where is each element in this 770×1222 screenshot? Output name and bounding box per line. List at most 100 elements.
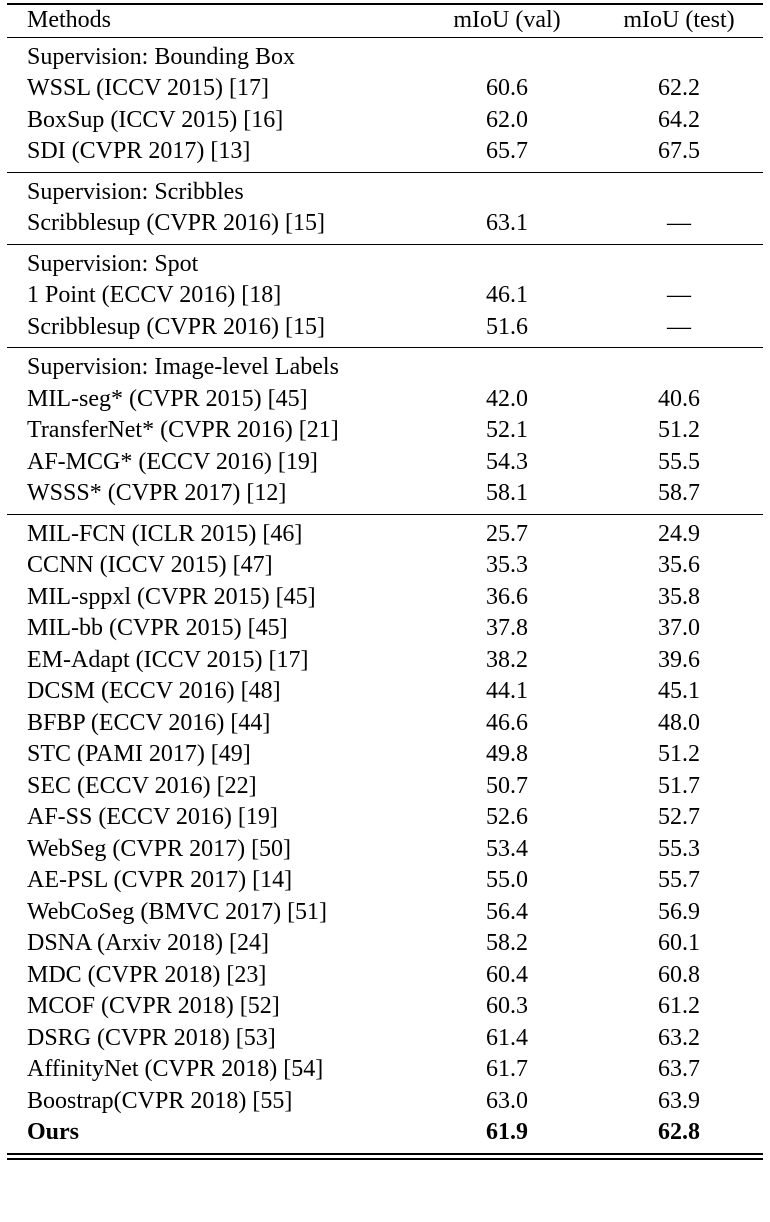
method-cell: Boostrap(CVPR 2018) [55]	[27, 1087, 293, 1114]
method-cell: AF-SS (ECCV 2016) [19]	[27, 804, 278, 830]
val-cell: 61.7	[486, 1056, 528, 1082]
header-test: mIoU (test)	[623, 7, 735, 33]
table-row: BoxSup (ICCV 2015) [16] 62.0 64.2	[7, 105, 763, 137]
method-cell: MIL-sppxl (CVPR 2015) [45]	[27, 583, 316, 610]
val-cell: 62.0	[486, 106, 528, 133]
val-cell: 60.3	[486, 993, 528, 1019]
val-cell: 60.4	[486, 961, 528, 988]
table-row: MIL-sppxl (CVPR 2015) [45] 36.6 35.8	[7, 582, 763, 614]
method-cell: AffinityNet (CVPR 2018) [54]	[27, 1056, 324, 1082]
method-cell: MIL-seg* (CVPR 2015) [45]	[27, 385, 308, 412]
section-title-row: Supervision: Scribbles	[7, 177, 763, 209]
table-section: Supervision: Image-level Labels MIL-seg* …	[7, 348, 763, 514]
table-row: DSNA (Arxiv 2018) [24] 58.2 60.1	[7, 928, 763, 960]
table-row: MDC (CVPR 2018) [23] 60.4 60.8	[7, 960, 763, 992]
test-cell: 51.2	[658, 741, 700, 767]
method-cell: BFBP (ECCV 2016) [44]	[27, 709, 271, 736]
method-cell: CCNN (ICCV 2015) [47]	[27, 552, 273, 578]
section-title-row: Supervision: Image-level Labels	[7, 352, 763, 384]
table-row: MIL-FCN (ICLR 2015) [46] 25.7 24.9	[7, 519, 763, 551]
table-row: Scribblesup (CVPR 2016) [15] 63.1 —	[7, 208, 763, 240]
test-cell: 63.2	[658, 1024, 700, 1051]
method-cell: 1 Point (ECCV 2016) [18]	[27, 282, 282, 308]
table-row: EM-Adapt (ICCV 2015) [17] 38.2 39.6	[7, 645, 763, 677]
method-cell: WebCoSeg (BMVC 2017) [51]	[27, 898, 328, 925]
header-methods: Methods	[27, 7, 111, 33]
header-row: Methods mIoU (val) mIoU (test)	[7, 5, 763, 37]
method-cell: MIL-bb (CVPR 2015) [45]	[27, 615, 288, 641]
method-cell: WebSeg (CVPR 2017) [50]	[27, 835, 292, 862]
method-cell: Scribblesup (CVPR 2016) [15]	[27, 313, 325, 340]
test-cell: 35.8	[658, 583, 700, 610]
method-cell: STC (PAMI 2017) [49]	[27, 741, 251, 767]
method-cell: MCOF (CVPR 2018) [52]	[27, 993, 280, 1019]
test-cell: 39.6	[658, 646, 700, 673]
test-cell: 63.7	[658, 1056, 700, 1082]
val-cell: 56.4	[486, 898, 528, 925]
method-cell: BoxSup (ICCV 2015) [16]	[27, 106, 284, 133]
test-cell: 56.9	[658, 898, 700, 925]
section-title: Supervision: Scribbles	[27, 178, 244, 205]
val-cell: 51.6	[486, 313, 528, 340]
val-cell: 61.4	[486, 1024, 528, 1051]
table-row: STC (PAMI 2017) [49] 49.8 51.2	[7, 739, 763, 771]
val-cell: 50.7	[486, 772, 528, 799]
test-cell: 40.6	[658, 385, 700, 412]
table-section: Supervision: Bounding Box WSSL (ICCV 2015…	[7, 38, 763, 172]
table-section: MIL-FCN (ICLR 2015) [46] 25.7 24.9 CCNN (IC…	[7, 515, 763, 1153]
test-cell: 51.7	[658, 772, 700, 799]
table-row: MCOF (CVPR 2018) [52] 60.3 61.2	[7, 991, 763, 1023]
test-cell: 60.8	[658, 961, 700, 988]
val-cell: 36.6	[486, 583, 528, 610]
table-body: Supervision: Bounding Box WSSL (ICCV 2015…	[7, 38, 763, 1160]
table-row: WebCoSeg (BMVC 2017) [51] 56.4 56.9	[7, 897, 763, 929]
section-rule	[7, 513, 763, 515]
method-cell: AE-PSL (CVPR 2017) [14]	[27, 867, 293, 893]
top-rule	[7, 3, 763, 5]
table-section: Supervision: Spot 1 Point (ECCV 2016) [18…	[7, 245, 763, 348]
test-cell: 51.2	[658, 417, 700, 443]
header-rule	[7, 36, 763, 38]
val-cell: 65.7	[486, 138, 528, 164]
section-rule	[7, 171, 763, 173]
val-cell: 58.2	[486, 930, 528, 956]
test-cell: 55.5	[658, 448, 700, 475]
test-cell: 63.9	[658, 1087, 700, 1114]
bottom-rule-double	[7, 1157, 763, 1160]
table-row: WSSL (ICCV 2015) [17] 60.6 62.2	[7, 73, 763, 105]
val-cell: 44.1	[486, 678, 528, 704]
header-val: mIoU (val)	[453, 7, 561, 33]
table-row: CCNN (ICCV 2015) [47] 35.3 35.6	[7, 550, 763, 582]
val-cell: 38.2	[486, 646, 528, 673]
val-cell: 53.4	[486, 835, 528, 862]
table-row: AF-MCG* (ECCV 2016) [19] 54.3 55.5	[7, 447, 763, 479]
test-cell: 37.0	[658, 615, 700, 641]
val-cell: 52.6	[486, 804, 528, 830]
val-cell: 60.6	[486, 75, 528, 101]
method-cell: AF-MCG* (ECCV 2016) [19]	[27, 448, 318, 475]
val-cell: 58.1	[486, 480, 528, 506]
test-cell: 64.2	[658, 106, 700, 133]
val-cell: 46.1	[486, 282, 528, 308]
method-cell: MIL-FCN (ICLR 2015) [46]	[27, 520, 303, 547]
method-cell: TransferNet* (CVPR 2016) [21]	[27, 417, 339, 443]
table-row: AE-PSL (CVPR 2017) [14] 55.0 55.7	[7, 865, 763, 897]
test-cell: 67.5	[658, 138, 700, 164]
method-cell: DSNA (Arxiv 2018) [24]	[27, 930, 269, 956]
val-cell: 61.9	[486, 1119, 528, 1145]
val-cell: 63.0	[486, 1087, 528, 1114]
table-row: AF-SS (ECCV 2016) [19] 52.6 52.7	[7, 802, 763, 834]
method-cell: MDC (CVPR 2018) [23]	[27, 961, 267, 988]
test-cell: 58.7	[658, 480, 700, 506]
test-cell: 48.0	[658, 709, 700, 736]
test-cell: 60.1	[658, 930, 700, 956]
test-cell: 62.8	[658, 1119, 700, 1145]
table-row: WSSS* (CVPR 2017) [12] 58.1 58.7	[7, 478, 763, 510]
section-title-row: Supervision: Spot	[7, 249, 763, 281]
table-row: SEC (ECCV 2016) [22] 50.7 51.7	[7, 771, 763, 803]
table-row: MIL-bb (CVPR 2015) [45] 37.8 37.0	[7, 613, 763, 645]
table-row: DCSM (ECCV 2016) [48] 44.1 45.1	[7, 676, 763, 708]
table-row: Ours 61.9 62.8	[7, 1117, 763, 1149]
method-cell: DCSM (ECCV 2016) [48]	[27, 678, 281, 704]
table-row: Scribblesup (CVPR 2016) [15] 51.6 —	[7, 312, 763, 344]
